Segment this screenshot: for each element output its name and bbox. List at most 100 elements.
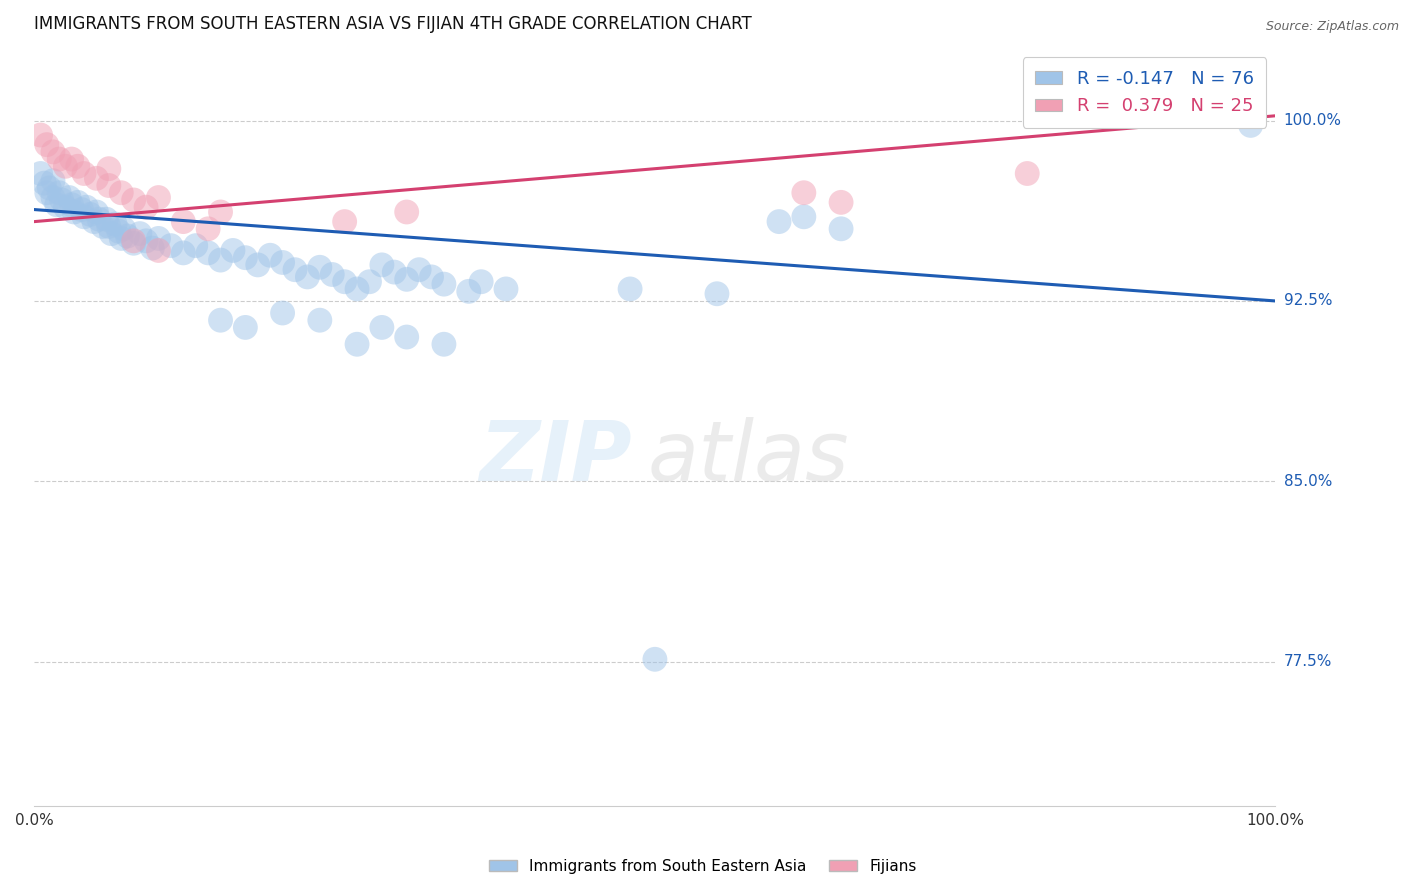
Point [76, 200, 98, 214]
Text: atlas: atlas [647, 417, 849, 498]
Point [308, 260, 330, 275]
Point [73, 210, 96, 224]
Point [644, 652, 666, 666]
Point [172, 245, 194, 260]
Point [34, 176, 56, 190]
Point [433, 337, 456, 351]
Point [110, 231, 132, 245]
Point [107, 224, 129, 238]
Point [30, 167, 52, 181]
Point [371, 258, 394, 272]
Point [1239, 119, 1261, 133]
Point [104, 217, 127, 231]
Point [135, 234, 157, 248]
Text: Source: ZipAtlas.com: Source: ZipAtlas.com [1265, 20, 1399, 33]
Point [128, 227, 150, 241]
Point [35, 137, 58, 152]
Point [38, 181, 60, 195]
Point [42, 145, 65, 159]
Text: ZIP: ZIP [479, 417, 631, 498]
Point [271, 306, 294, 320]
Point [86, 171, 108, 186]
Point [117, 229, 139, 244]
Text: IMMIGRANTS FROM SOUTH EASTERN ASIA VS FIJIAN 4TH GRADE CORRELATION CHART: IMMIGRANTS FROM SOUTH EASTERN ASIA VS FI… [34, 15, 752, 33]
Point [91, 219, 114, 234]
Point [97, 219, 120, 234]
Point [97, 178, 120, 193]
Point [209, 313, 232, 327]
Point [160, 238, 183, 252]
Point [395, 205, 418, 219]
Point [271, 255, 294, 269]
Point [395, 330, 418, 344]
Point [308, 313, 330, 327]
Point [122, 236, 145, 251]
Point [222, 244, 245, 258]
Point [42, 190, 65, 204]
Point [35, 186, 58, 200]
Point [420, 269, 443, 284]
Point [235, 251, 257, 265]
Point [495, 282, 517, 296]
Point [48, 186, 70, 200]
Point [48, 152, 70, 166]
Point [60, 198, 83, 212]
Point [433, 277, 456, 292]
Point [30, 128, 52, 142]
Point [172, 214, 194, 228]
Point [148, 244, 170, 258]
Point [73, 167, 96, 181]
Point [235, 320, 257, 334]
Point [51, 193, 73, 207]
Point [112, 222, 135, 236]
Point [333, 214, 356, 228]
Point [297, 269, 319, 284]
Point [97, 161, 120, 176]
Point [110, 186, 132, 200]
Point [793, 210, 815, 224]
Point [184, 238, 207, 252]
Text: 92.5%: 92.5% [1284, 293, 1333, 309]
Legend: Immigrants from South Eastern Asia, Fijians: Immigrants from South Eastern Asia, Fiji… [484, 853, 922, 880]
Point [66, 159, 89, 173]
Point [359, 275, 381, 289]
Point [1017, 167, 1039, 181]
Point [55, 200, 77, 214]
Point [70, 202, 93, 217]
Legend: R = -0.147   N = 76, R =  0.379   N = 25: R = -0.147 N = 76, R = 0.379 N = 25 [1022, 57, 1267, 128]
Point [197, 222, 219, 236]
Text: 85.0%: 85.0% [1284, 474, 1331, 489]
Point [246, 258, 269, 272]
Point [100, 227, 122, 241]
Point [148, 231, 170, 245]
Point [619, 282, 641, 296]
Text: 100.0%: 100.0% [1284, 113, 1341, 128]
Point [259, 248, 281, 262]
Point [706, 286, 728, 301]
Point [55, 159, 77, 173]
Point [209, 205, 232, 219]
Point [768, 214, 790, 228]
Point [346, 282, 368, 296]
Point [42, 174, 65, 188]
Point [148, 190, 170, 204]
Point [63, 205, 86, 219]
Point [87, 212, 110, 227]
Point [66, 195, 89, 210]
Point [86, 205, 108, 219]
Point [457, 285, 479, 299]
Point [830, 222, 852, 236]
Point [793, 186, 815, 200]
Point [408, 262, 430, 277]
Point [209, 253, 232, 268]
Point [45, 198, 67, 212]
Point [122, 193, 145, 207]
Point [371, 320, 394, 334]
Point [60, 152, 83, 166]
Point [284, 262, 307, 277]
Text: 77.5%: 77.5% [1284, 654, 1331, 669]
Point [83, 214, 105, 228]
Point [346, 337, 368, 351]
Point [395, 272, 418, 286]
Point [58, 190, 80, 204]
